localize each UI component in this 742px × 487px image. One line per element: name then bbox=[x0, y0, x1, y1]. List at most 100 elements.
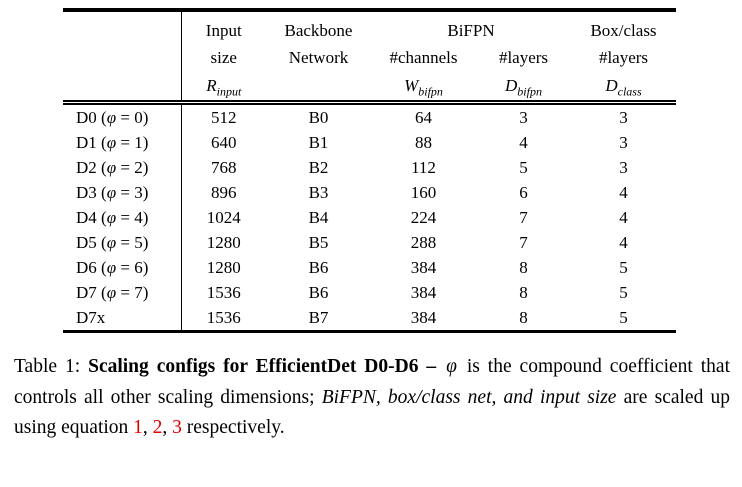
symbol-empty bbox=[266, 71, 371, 105]
table-row: D7x 1536 B7 384 8 5 bbox=[63, 305, 676, 332]
cell-value: B2 bbox=[308, 158, 329, 177]
table-row: D5 (φ = 5) 1280 B5 288 7 4 bbox=[63, 230, 676, 255]
cell-value: B5 bbox=[308, 233, 329, 252]
col-header-size: size bbox=[210, 48, 237, 67]
col-header-boxclass: Box/class bbox=[590, 21, 657, 40]
table-row: D6 (φ = 6) 1280 B6 384 8 5 bbox=[63, 255, 676, 280]
cell-value: 5 bbox=[619, 283, 628, 302]
symbol-w-bifpn: Wbifpn bbox=[371, 71, 476, 105]
row-label: D7x bbox=[63, 305, 182, 332]
phi-symbol: φ bbox=[446, 356, 457, 377]
math-var: R bbox=[206, 76, 217, 95]
equation-ref-link-1[interactable]: 1 bbox=[133, 417, 143, 438]
row-label: D4 (φ = 4) bbox=[63, 205, 182, 230]
cell-value: 768 bbox=[211, 158, 237, 177]
col-header-backbone: Backbone bbox=[284, 21, 353, 40]
cell-value: B1 bbox=[308, 133, 329, 152]
symbol-d-bifpn: Dbifpn bbox=[476, 71, 571, 105]
corner-cell bbox=[63, 44, 182, 71]
table-row: D3 (φ = 3) 896 B3 160 6 4 bbox=[63, 180, 676, 205]
symbol-d-class: Dclass bbox=[571, 71, 676, 105]
header-row-1: Input Backbone BiFPN Box/class bbox=[63, 10, 676, 44]
cell-value: B3 bbox=[308, 183, 329, 202]
cell-value: 1024 bbox=[206, 208, 241, 227]
table-row: D0 (φ = 0) 512 B0 64 3 3 bbox=[63, 102, 676, 130]
cell-value: 288 bbox=[410, 233, 437, 252]
cell-value: 8 bbox=[519, 258, 528, 277]
cell-value: 1536 bbox=[206, 283, 241, 302]
cell-value: 384 bbox=[410, 308, 437, 327]
table-header: Input Backbone BiFPN Box/class size Netw… bbox=[63, 10, 676, 105]
ref-separator: , bbox=[162, 417, 173, 438]
cell-value: 224 bbox=[410, 208, 437, 227]
row-label: D2 (φ = 2) bbox=[63, 155, 182, 180]
cell-value: 3 bbox=[619, 133, 628, 152]
col-header-input: Input bbox=[205, 21, 242, 40]
table-caption: Table 1: Scaling configs for EfficientDe… bbox=[14, 352, 730, 444]
caption-text-1: is the compound coefficient that control… bbox=[14, 356, 731, 408]
cell-value: 1536 bbox=[206, 308, 241, 327]
cell-value: 160 bbox=[410, 183, 437, 202]
cell-value: 112 bbox=[411, 158, 436, 177]
cell-value: B4 bbox=[308, 208, 329, 227]
caption-bold-title: Scaling configs for EfficientDet D0-D6 – bbox=[88, 356, 445, 377]
math-var: W bbox=[404, 76, 419, 95]
math-subscript: class bbox=[617, 84, 642, 99]
cell-value: B0 bbox=[308, 108, 329, 127]
col-header-channels: #channels bbox=[389, 48, 458, 67]
cell-value: 384 bbox=[410, 283, 437, 302]
col-header-bifpn-layers: #layers bbox=[498, 48, 549, 67]
table-row: D1 (φ = 1) 640 B1 88 4 3 bbox=[63, 130, 676, 155]
cell-value: 88 bbox=[415, 133, 432, 152]
math-subscript: input bbox=[216, 84, 242, 99]
cell-value: 5 bbox=[619, 308, 628, 327]
cell-value: 5 bbox=[619, 258, 628, 277]
col-header-boxclass-layers: #layers bbox=[598, 48, 649, 67]
cell-value: 640 bbox=[211, 133, 237, 152]
cell-value: 3 bbox=[619, 158, 628, 177]
equation-ref-link-3[interactable]: 3 bbox=[172, 417, 182, 438]
cell-value: 512 bbox=[211, 108, 237, 127]
cell-value: 7 bbox=[519, 233, 528, 252]
row-label: D5 (φ = 5) bbox=[63, 230, 182, 255]
cell-value: 6 bbox=[519, 183, 528, 202]
corner-cell bbox=[63, 10, 182, 44]
row-label: D7 (φ = 7) bbox=[63, 280, 182, 305]
header-row-3: Rinput Wbifpn Dbifpn Dclass bbox=[63, 71, 676, 105]
cell-value: 1280 bbox=[206, 233, 241, 252]
cell-value: 4 bbox=[619, 233, 628, 252]
math-var: D bbox=[505, 76, 518, 95]
cell-value: 64 bbox=[415, 108, 432, 127]
cell-value: B6 bbox=[308, 258, 329, 277]
table-row: D2 (φ = 2) 768 B2 112 5 3 bbox=[63, 155, 676, 180]
table-row: D7 (φ = 7) 1536 B6 384 8 5 bbox=[63, 280, 676, 305]
cell-value: 8 bbox=[519, 308, 528, 327]
col-group-bifpn: BiFPN bbox=[447, 21, 495, 40]
table-body: D0 (φ = 0) 512 B0 64 3 3 D1 (φ = 1) 640 B1 88 4 3 D2… bbox=[63, 102, 676, 332]
equation-ref-link-2[interactable]: 2 bbox=[152, 417, 163, 438]
header-row-2: size Network #channels #layers #layers bbox=[63, 44, 676, 71]
corner-cell bbox=[63, 71, 182, 105]
math-subscript: bifpn bbox=[418, 84, 443, 99]
cell-value: 5 bbox=[519, 158, 528, 177]
row-label: D0 (φ = 0) bbox=[63, 102, 182, 130]
cell-value: 1280 bbox=[206, 258, 241, 277]
cell-value: 8 bbox=[519, 283, 528, 302]
scaling-config-table: Input Backbone BiFPN Box/class size Netw… bbox=[63, 8, 676, 333]
cell-value: B6 bbox=[308, 283, 329, 302]
symbol-r-input: Rinput bbox=[181, 71, 266, 105]
cell-value: 896 bbox=[211, 183, 237, 202]
cell-value: 4 bbox=[619, 183, 628, 202]
cell-value: 4 bbox=[619, 208, 628, 227]
math-var: D bbox=[605, 76, 618, 95]
table-row: D4 (φ = 4) 1024 B4 224 7 4 bbox=[63, 205, 676, 230]
cell-value: 3 bbox=[519, 108, 528, 127]
col-header-network: Network bbox=[288, 48, 349, 67]
caption-text-2: are scaled up using equation bbox=[14, 386, 731, 439]
cell-value: 384 bbox=[410, 258, 437, 277]
cell-value: 7 bbox=[519, 208, 528, 227]
cell-value: 4 bbox=[519, 133, 528, 152]
cell-value: B7 bbox=[308, 308, 329, 327]
ref-separator: , bbox=[142, 417, 153, 438]
